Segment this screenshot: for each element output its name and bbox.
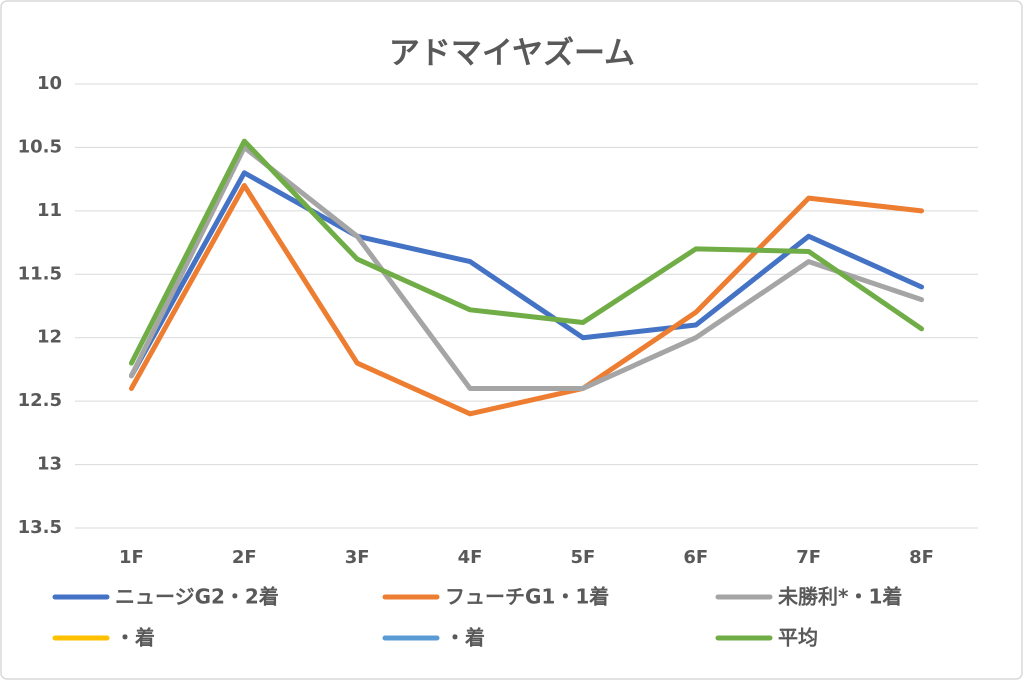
- x-tick-label: 7F: [796, 547, 821, 568]
- series-line: [128, 138, 925, 366]
- x-tick-label: 4F: [458, 547, 483, 568]
- legend-label: ・着: [445, 626, 485, 650]
- chart-title: アドマイヤズーム: [389, 36, 635, 72]
- x-tick-label: 2F: [232, 547, 257, 568]
- x-tick-label: 8F: [909, 547, 934, 568]
- y-tick-label: 13.5: [18, 517, 62, 538]
- y-tick-label: 11: [37, 200, 62, 221]
- x-tick-label: 1F: [119, 547, 144, 568]
- legend-label: 平均: [778, 626, 818, 650]
- y-tick-label: 12: [37, 327, 62, 348]
- x-tick-label: 3F: [345, 547, 370, 568]
- legend-label: ニュージG2・2着: [115, 585, 279, 609]
- y-tick-label: 10.5: [18, 136, 62, 157]
- legend-label: フューチG1・1着: [445, 585, 609, 609]
- series-line: [128, 182, 925, 417]
- y-tick-label: 11.5: [18, 263, 62, 284]
- y-tick-label: 10: [37, 73, 62, 94]
- x-tick-label: 6F: [683, 547, 708, 568]
- y-tick-label: 12.5: [18, 390, 62, 411]
- y-tick-label: 13: [37, 454, 62, 475]
- legend-label: ・着: [115, 626, 155, 650]
- legend-label: 未勝利*・1着: [778, 585, 902, 609]
- x-tick-label: 5F: [571, 547, 596, 568]
